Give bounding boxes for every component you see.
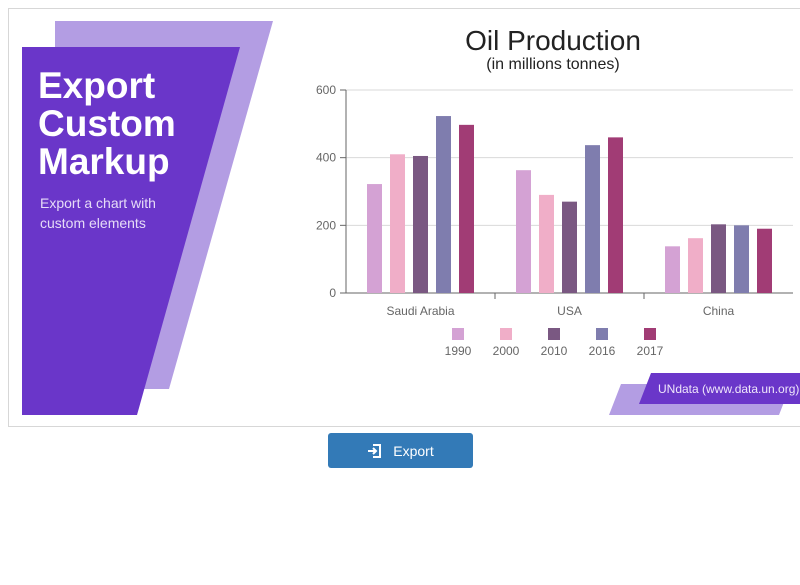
source-label: UNdata (www.data.un.org) <box>658 382 800 396</box>
legend-swatch <box>644 328 656 340</box>
legend-label: 2016 <box>589 344 616 358</box>
chart-subtitle: (in millions tonnes) <box>486 56 619 73</box>
source-panel-front <box>639 373 800 404</box>
y-tick-label: 400 <box>316 151 336 165</box>
bar <box>734 225 749 293</box>
bar <box>436 116 451 293</box>
chart-title: Oil Production <box>465 25 641 56</box>
bar <box>459 124 474 294</box>
export-button-label: Export <box>393 442 434 459</box>
export-button[interactable]: Export <box>328 433 473 468</box>
bar <box>711 224 726 293</box>
bar <box>390 154 405 293</box>
legend-label: 2017 <box>637 344 664 358</box>
chart: Oil Production (in millions tonnes) 0 200… <box>22 21 800 415</box>
y-tick-label: 0 <box>329 286 336 300</box>
promo-subtitle: Export a chart with custom elements <box>40 195 156 231</box>
y-tick-label: 600 <box>316 83 336 97</box>
y-tick-label: 200 <box>316 218 336 232</box>
bar <box>665 246 680 293</box>
legend-swatch <box>452 328 464 340</box>
chart-container: Oil Production (in millions tonnes) 0 200… <box>8 8 800 427</box>
bar <box>516 170 531 293</box>
x-tick-label: USA <box>557 304 582 318</box>
bar <box>585 145 600 293</box>
bar <box>367 184 382 293</box>
bar <box>539 194 554 293</box>
bar <box>562 201 577 293</box>
promo-panel-front <box>22 47 240 415</box>
bars <box>367 116 772 294</box>
legend-label: 2000 <box>493 344 520 358</box>
bar <box>413 155 428 293</box>
x-tick-label: China <box>703 304 735 318</box>
x-tick-label: Saudi Arabia <box>386 304 454 318</box>
promo-title: Export Custom Markup <box>38 65 176 182</box>
legend-swatch <box>500 328 512 340</box>
bar <box>608 137 623 293</box>
bar <box>688 238 703 293</box>
bar <box>757 228 772 293</box>
legend-label: 2010 <box>541 344 568 358</box>
export-icon <box>367 443 383 459</box>
legend-swatch <box>596 328 608 340</box>
legend: 1990 2000 2010 2016 2017 <box>445 328 664 358</box>
legend-swatch <box>548 328 560 340</box>
legend-label: 1990 <box>445 344 472 358</box>
